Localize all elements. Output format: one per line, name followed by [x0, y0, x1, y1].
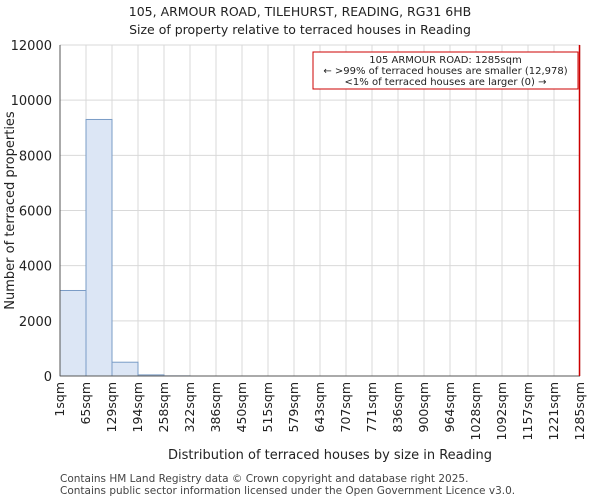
axes: [59, 45, 580, 377]
x-tick-322sqm: 322sqm: [182, 382, 197, 432]
bar-65sqm: [85, 118, 113, 377]
y-tick-2000: 2000: [19, 315, 52, 330]
x-tick-386sqm: 386sqm: [208, 382, 223, 432]
annotation-border: [312, 51, 579, 90]
x-tick-964sqm: 964sqm: [442, 382, 457, 432]
x-tick-771sqm: 771sqm: [364, 382, 379, 432]
y-tick-10000: 10000: [11, 94, 52, 109]
annotation-box: 105 ARMOUR ROAD: 1285sqm ← >99% of terra…: [312, 51, 579, 90]
x-tick-450sqm: 450sqm: [234, 382, 249, 432]
x-tick-258sqm: 258sqm: [156, 382, 171, 432]
y-axis-label: Number of terraced properties: [3, 111, 18, 310]
annotation-line-2: ← >99% of terraced houses are smaller (1…: [323, 66, 567, 77]
x-tick-labels: 1sqm 65sqm 129sqm 194sqm 258sqm 322sqm 386sqm 4…: [52, 382, 587, 440]
x-tick-1157sqm: 1157sqm: [520, 382, 535, 440]
x-tick-1285sqm: 1285sqm: [572, 382, 587, 440]
x-tick-836sqm: 836sqm: [390, 382, 405, 432]
y-tick-4000: 4000: [19, 260, 52, 275]
x-tick-900sqm: 900sqm: [416, 382, 431, 432]
x-tick-1221sqm: 1221sqm: [546, 382, 561, 440]
histogram-chart: 0 2000 4000 6000 8000 10000 12000 1sqm 65sqm 129…: [3, 39, 587, 463]
x-tick-129sqm: 129sqm: [104, 382, 119, 432]
x-tick-65sqm: 65sqm: [78, 382, 93, 425]
y-tick-8000: 8000: [19, 149, 52, 164]
bar-1sqm: [59, 289, 87, 377]
y-tick-6000: 6000: [19, 205, 52, 220]
bar-129sqm: [111, 361, 139, 377]
x-tick-579sqm: 579sqm: [286, 382, 301, 432]
x-tick-515sqm: 515sqm: [260, 382, 275, 432]
x-tick-194sqm: 194sqm: [130, 382, 145, 432]
x-tick-643sqm: 643sqm: [312, 382, 327, 432]
y-tick-12000: 12000: [11, 39, 52, 54]
chart-title-address: 105, ARMOUR ROAD, TILEHURST, READING, RG…: [128, 4, 472, 19]
x-tick-1028sqm: 1028sqm: [468, 382, 483, 440]
x-tick-1sqm: 1sqm: [52, 382, 67, 417]
y-tick-labels: 0 2000 4000 6000 8000 10000 12000: [11, 39, 52, 385]
x-axis-label: Distribution of terraced houses by size …: [168, 448, 492, 463]
x-tick-1092sqm: 1092sqm: [494, 382, 509, 440]
y-tick-0: 0: [44, 370, 52, 385]
annotation-line-3: <1% of terraced houses are larger (0) →: [345, 77, 547, 88]
chart-subtitle: Size of property relative to terraced ho…: [129, 22, 471, 37]
x-tick-707sqm: 707sqm: [338, 382, 353, 432]
bars: [59, 118, 191, 377]
annotation-line-1: 105 ARMOUR ROAD: 1285sqm: [369, 55, 521, 66]
gridlines: [59, 44, 581, 377]
footer-licence: Contains public sector information licen…: [60, 485, 516, 497]
footer-copyright: Contains HM Land Registry data © Crown c…: [60, 473, 469, 485]
